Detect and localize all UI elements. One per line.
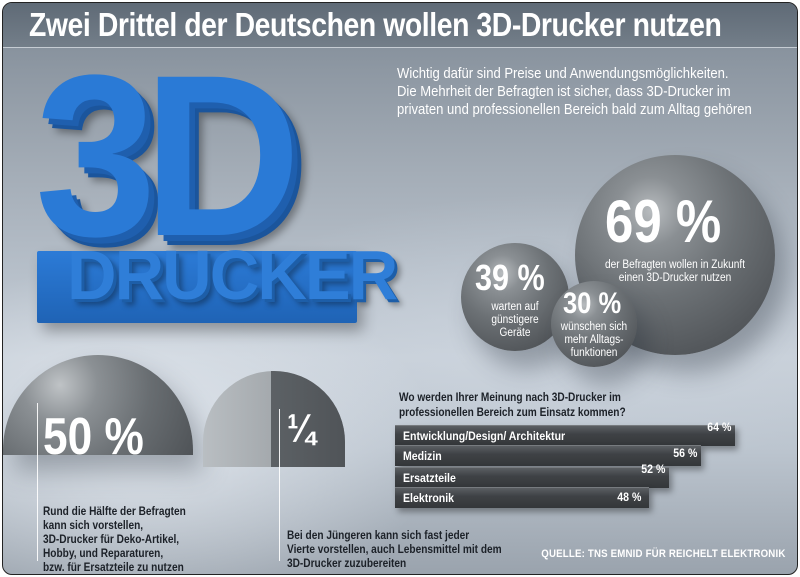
page-title: Zwei Drittel der Deutschen wollen 3D-Dru… (29, 6, 722, 43)
note-line: Rund die Hälfte der Befragten (43, 506, 186, 518)
stat-value: 39 % (475, 257, 545, 298)
stat-caption: der Befragten wollen in Zukunft einen 3D… (583, 259, 766, 285)
bar-chart-question: Wo werden Ihrer Meinung nach 3D-Drucker … (399, 391, 626, 421)
note-line: 3D-Drucker für Deko-Artikel, (43, 534, 180, 546)
bar-value: 56 % (672, 446, 697, 460)
divider-line (37, 403, 38, 561)
caption-line: mehr Alltags- (564, 334, 624, 346)
logo-3d-text: 3D (35, 27, 301, 284)
intro-text: Wichtig dafür sind Preise und Anwendungs… (397, 65, 757, 119)
stat-quarter-text: Bei den Jüngeren kann sich fast jeder Vi… (287, 529, 502, 571)
intro-line: Die Mehrheit der Befragten ist sicher, d… (397, 84, 731, 100)
logo-base (37, 251, 357, 323)
note-line: 3D-Drucker zuzubereiten (287, 558, 407, 570)
bar-label: Medizin (403, 449, 442, 463)
stat-value: 30 % (563, 287, 622, 320)
bar-medizin: Medizin 56 % (395, 445, 701, 466)
bar-value: 48 % (616, 490, 641, 504)
bar-value: 52 % (640, 462, 665, 476)
quarter-dome (203, 371, 345, 467)
intro-line: privaten und professionellen Bereich bal… (397, 102, 752, 118)
stat-quarter-value: ¼ (287, 407, 316, 451)
title-bar: Zwei Drittel der Deutschen wollen 3D-Dru… (3, 3, 797, 48)
caption-line: günstigere (491, 314, 539, 326)
bar-entwicklung: Entwicklung/Design/ Architektur 64 % (395, 420, 735, 446)
stat-50-text: Rund die Hälfte der Befragten kann sich … (43, 505, 186, 574)
logo-drucker-text: DRUCKER (67, 236, 398, 314)
note-line: bzw. für Ersatzteile zu nutzen (43, 562, 184, 574)
bar-label: Entwicklung/Design/ Architektur (403, 429, 566, 443)
3d-drucker-logo: 3D DRUCKER (25, 27, 405, 323)
note-line: Bei den Jüngeren kann sich fast jeder (287, 530, 470, 542)
bar-elektronik: Elektronik 48 % (395, 487, 649, 508)
note-line: kann sich vorstellen, (43, 520, 144, 532)
caption-line: einen 3D-Drucker nutzen (618, 272, 732, 284)
note-line: Hobby, und Reparaturen, (43, 548, 164, 560)
bar-ersatzteile: Ersatzteile 52 % (395, 462, 669, 488)
caption-line: warten auf (491, 301, 539, 313)
sphere-30: 30 % wünschen sich mehr Alltags- funktio… (551, 281, 637, 367)
question-line: Wo werden Ihrer Meinung nach 3D-Drucker … (399, 392, 621, 404)
bar-label: Ersatzteile (403, 471, 456, 485)
caption-line: der Befragten wollen in Zukunft (604, 259, 746, 271)
caption-line: wünschen sich (560, 321, 628, 333)
stat-value: 69 % (605, 188, 722, 255)
stat-caption: wünschen sich mehr Alltags- funktionen (553, 321, 636, 360)
caption-line: funktionen (570, 347, 618, 359)
stat-50-value: 50 % (43, 408, 144, 466)
divider-line (279, 409, 280, 561)
stat-caption: warten auf günstigere Geräte (467, 301, 562, 340)
intro-line: Wichtig dafür sind Preise und Anwendungs… (397, 66, 729, 82)
question-line: professionellen Bereich zum Einsatz komm… (399, 407, 626, 419)
note-line: Vierte vorstellen, auch Lebensmittel mit… (287, 544, 502, 556)
source-credit: QUELLE: TNS EMNID FÜR REICHELT ELEKTRONI… (540, 548, 785, 560)
bar-value: 64 % (706, 420, 731, 434)
caption-line: Geräte (499, 327, 531, 339)
bar-label: Elektronik (403, 491, 455, 505)
